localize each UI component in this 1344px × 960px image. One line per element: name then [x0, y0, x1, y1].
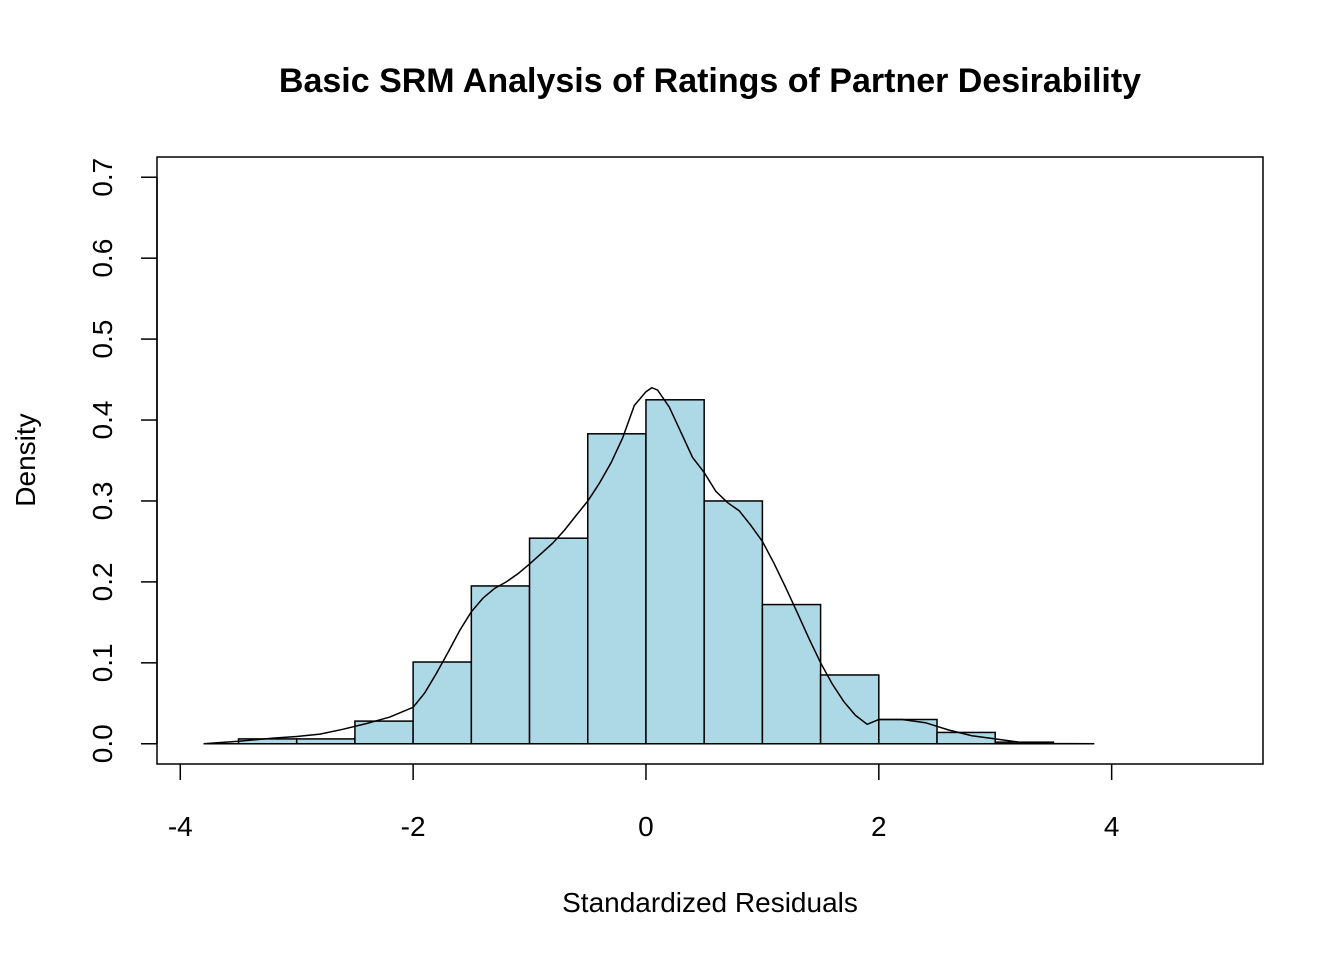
- x-axis: -4 -2 0 2 4: [168, 764, 1120, 842]
- histogram-bar: [528, 537, 589, 745]
- y-tick-label: 0.7: [87, 158, 118, 197]
- histogram-bar: [703, 500, 764, 745]
- x-tick-label: 4: [1104, 811, 1120, 842]
- plot-frame: [156, 156, 1264, 765]
- y-tick-label: 0.2: [87, 562, 118, 601]
- x-tick-label: 2: [871, 811, 887, 842]
- density-curve: [203, 386, 1095, 745]
- x-tick-label: -4: [168, 811, 193, 842]
- histogram-bar: [761, 603, 822, 745]
- histogram-bar: [470, 585, 531, 745]
- chart-title: Basic SRM Analysis of Ratings of Partner…: [279, 62, 1141, 100]
- x-axis-label: Standardized Residuals: [562, 887, 858, 918]
- density-curve-group: [203, 386, 1095, 745]
- y-tick-label: 0.0: [87, 724, 118, 763]
- y-tick-label: 0.4: [87, 401, 118, 440]
- y-tick-label: 0.5: [87, 320, 118, 359]
- histogram-bar: [412, 661, 473, 745]
- y-axis: 0.0 0.1 0.2 0.3 0.4 0.5 0.6 0.7: [87, 158, 158, 763]
- y-tick-label: 0.1: [87, 643, 118, 682]
- histogram-bar: [645, 399, 705, 745]
- histogram-bars: [237, 399, 1055, 745]
- y-axis-label: Density: [10, 413, 41, 506]
- histogram-bar: [587, 433, 647, 745]
- x-tick-label: -2: [401, 811, 426, 842]
- x-tick-label: 0: [638, 811, 654, 842]
- y-tick-label: 0.3: [87, 481, 118, 520]
- y-tick-label: 0.6: [87, 239, 118, 278]
